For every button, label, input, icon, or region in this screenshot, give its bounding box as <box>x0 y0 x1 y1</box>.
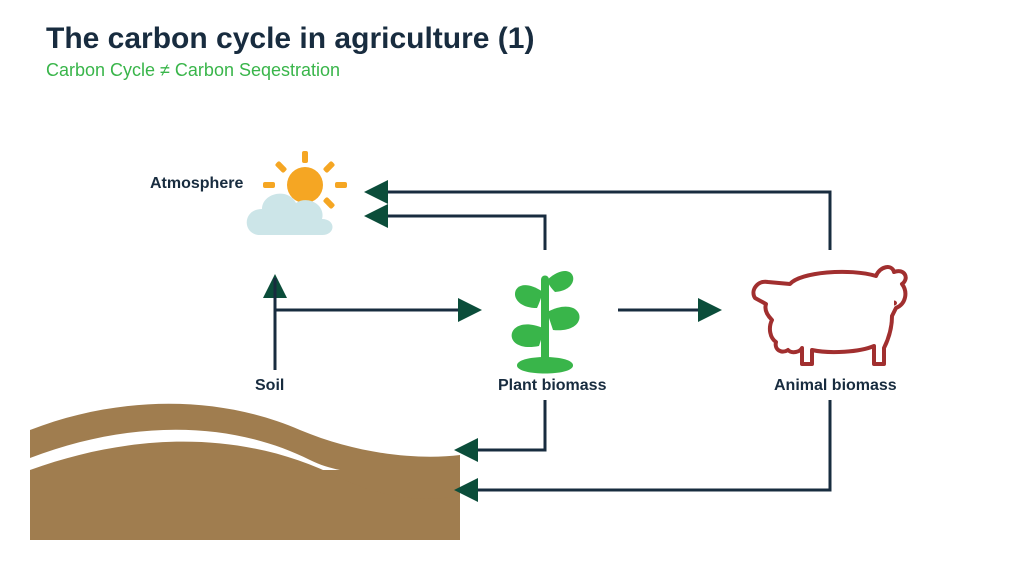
edge-animal-soil <box>458 400 830 490</box>
edges <box>275 192 830 490</box>
label-soil: Soil <box>255 377 284 395</box>
edge-plant-soil <box>458 400 545 450</box>
diagram-canvas <box>0 0 1024 576</box>
edge-atmosphere-plant <box>275 278 478 310</box>
label-animal: Animal biomass <box>774 377 897 395</box>
edge-animal-atmosphere <box>368 192 830 250</box>
label-plant: Plant biomass <box>498 377 606 395</box>
sun-cloud-icon <box>247 151 347 235</box>
plant-icon <box>512 271 580 373</box>
edge-plant-atmosphere <box>368 216 545 250</box>
soil-shape <box>30 404 460 540</box>
cow-icon <box>753 267 905 364</box>
label-atmosphere: Atmosphere <box>150 175 243 193</box>
